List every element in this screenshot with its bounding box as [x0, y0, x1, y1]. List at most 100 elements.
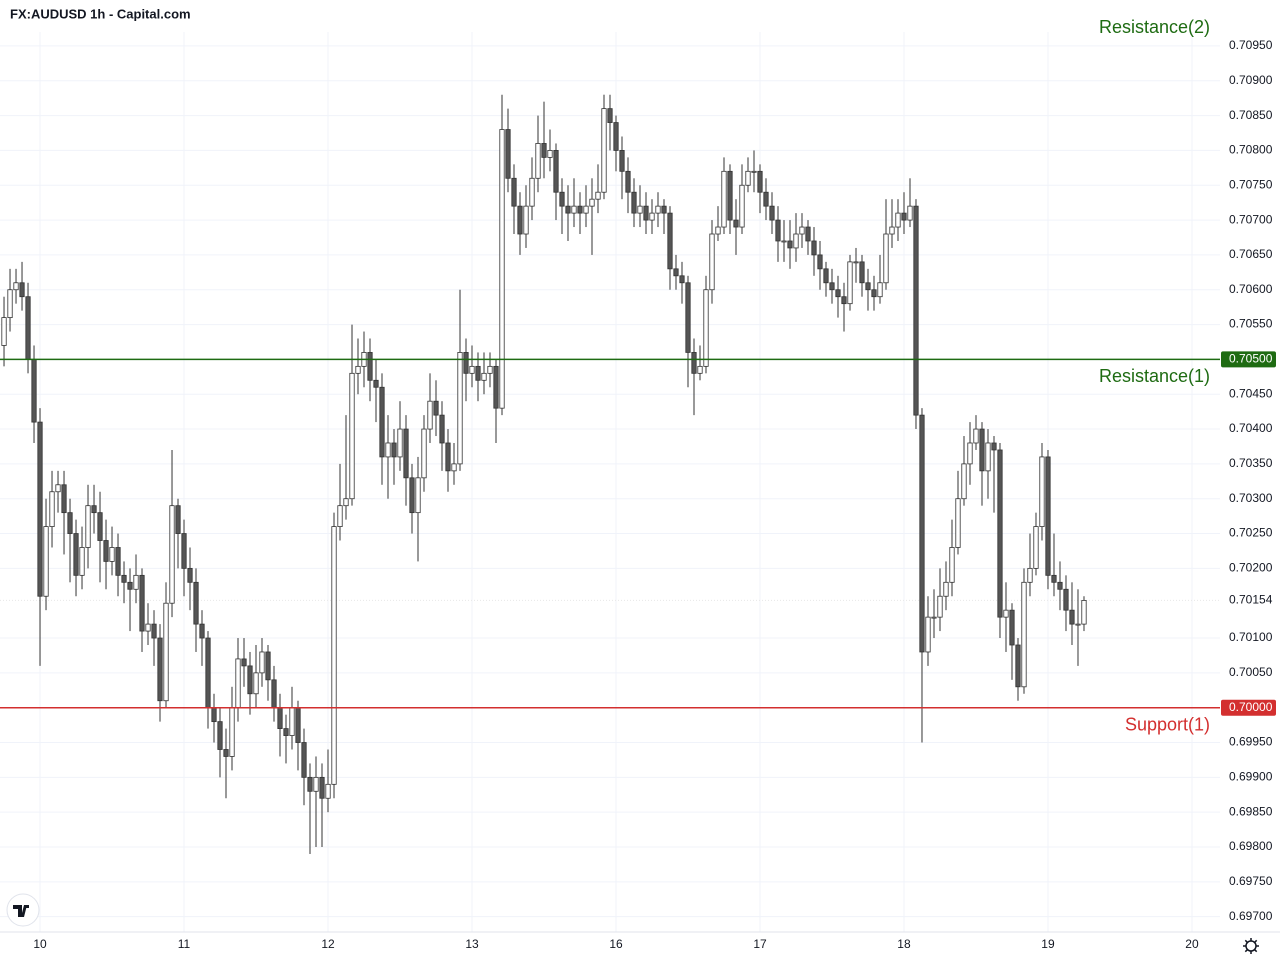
candle-body [253, 672, 259, 695]
x-tick-label: 16 [609, 937, 623, 951]
candle-body [103, 540, 109, 562]
y-tick-label: 0.70050 [1229, 665, 1273, 679]
candle-body [895, 212, 901, 228]
candle-body [265, 651, 271, 681]
candle-body [925, 616, 931, 653]
candle-body [997, 449, 1003, 618]
candle-body [907, 205, 913, 221]
y-tick-label: 0.69900 [1229, 770, 1273, 784]
candle-body [325, 783, 331, 799]
x-tick-label: 20 [1185, 937, 1199, 951]
candle-body [859, 261, 865, 284]
y-tick-label: 0.70950 [1229, 38, 1273, 52]
candle-body [709, 233, 715, 291]
candle-body [409, 477, 415, 514]
tv-logo [6, 893, 40, 927]
y-tick-label: 0.70650 [1229, 247, 1273, 261]
candle-body [1003, 609, 1009, 618]
candle-body [655, 205, 661, 214]
candle-body [673, 268, 679, 277]
candle-body [19, 282, 25, 298]
candle-body [547, 150, 553, 158]
candle-body [901, 212, 907, 221]
candle-body [289, 707, 295, 736]
candle-body [937, 595, 943, 618]
candle-body [595, 191, 601, 200]
candle-body [307, 776, 313, 792]
candle-body [739, 184, 745, 228]
candle-body [139, 574, 145, 632]
candle-body [769, 205, 775, 221]
candle-body [235, 658, 241, 709]
candle-body [841, 296, 847, 305]
y-tick-label: 0.70300 [1229, 491, 1273, 505]
candle-body [979, 428, 985, 472]
candle-body [847, 261, 853, 305]
candle-body [1021, 581, 1027, 688]
x-tick-label: 19 [1041, 937, 1055, 951]
candle-body [751, 170, 757, 173]
candle-body [961, 463, 967, 500]
candle-body [559, 191, 565, 207]
y-tick-label: 0.70800 [1229, 143, 1273, 157]
candle-body [379, 386, 385, 458]
candle-body [493, 365, 499, 409]
candle-body [661, 205, 667, 214]
candle-body [301, 742, 307, 778]
chart-title: FX:AUDUSD 1h - Capital.com [10, 6, 191, 21]
settings-icon[interactable] [1243, 938, 1259, 954]
candle-body [523, 205, 529, 235]
candle-body [217, 721, 223, 750]
y-tick-label: 0.70850 [1229, 108, 1273, 122]
candle-body [553, 150, 559, 193]
candle-body [181, 533, 187, 569]
candle-body [757, 170, 763, 193]
candle-body [1027, 567, 1033, 583]
candle-body [619, 150, 625, 172]
candle-body [337, 505, 343, 527]
candle-body [637, 205, 643, 214]
y-tick-label: 0.70400 [1229, 421, 1273, 435]
candle-body [1045, 456, 1051, 576]
y-tick-label: 0.70550 [1229, 317, 1273, 331]
candle-body [91, 505, 97, 514]
candle-body [853, 261, 859, 264]
y-tick-label: 0.70350 [1229, 456, 1273, 470]
candle-body [247, 665, 253, 695]
candle-body [205, 637, 211, 709]
candle-body [367, 352, 373, 381]
candle-body [1, 317, 7, 346]
candle-body [397, 428, 403, 458]
candle-body [943, 581, 949, 597]
candle-body [571, 205, 577, 214]
candle-body [679, 275, 685, 284]
candle-body [451, 463, 457, 472]
candle-body [31, 358, 37, 423]
x-tick-label: 10 [33, 937, 47, 951]
candle-body [259, 651, 265, 674]
candle-body [295, 707, 301, 743]
candle-body [487, 365, 493, 374]
candle-body [37, 421, 43, 597]
candle-body [607, 108, 613, 123]
candle-body [589, 198, 595, 207]
x-tick-label: 11 [178, 937, 191, 951]
level-label: Resistance(1) [1099, 366, 1210, 386]
candle-body [889, 226, 895, 235]
y-tick-label: 0.69800 [1229, 839, 1273, 853]
candle-body [949, 547, 955, 583]
candle-body [817, 254, 823, 270]
candle-body [427, 400, 433, 430]
price-tag [1221, 592, 1276, 609]
candle-body [79, 547, 85, 576]
x-tick-label: 13 [465, 937, 479, 951]
candle-body [799, 226, 805, 235]
candle-body [835, 289, 841, 298]
candle-body [73, 533, 79, 576]
candle-body [1051, 574, 1057, 583]
candle-body [211, 707, 217, 723]
candle-body [565, 205, 571, 214]
candle-body [829, 282, 835, 291]
candle-body [193, 581, 199, 625]
